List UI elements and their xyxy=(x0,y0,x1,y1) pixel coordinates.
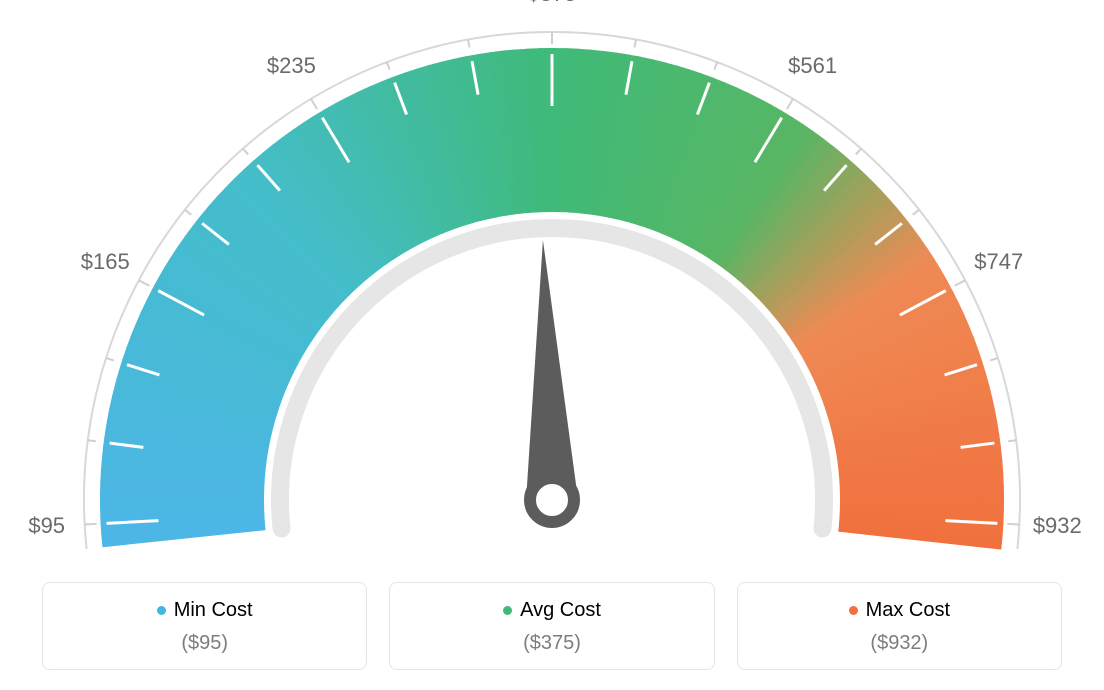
legend-label-max: Max Cost xyxy=(866,599,950,622)
legend-title-max: Max Cost xyxy=(849,599,950,622)
gauge-tick-label: $747 xyxy=(974,249,1023,275)
legend-title-min: Min Cost xyxy=(157,599,253,622)
legend-value-min: ($95) xyxy=(53,632,356,655)
legend-value-max: ($932) xyxy=(748,632,1051,655)
gauge-tick-label: $235 xyxy=(267,53,316,79)
legend-card-min: Min Cost ($95) xyxy=(42,582,367,670)
legend-dot-max xyxy=(849,606,858,615)
legend-label-min: Min Cost xyxy=(174,599,253,622)
gauge-tick-label: $932 xyxy=(1033,513,1082,539)
gauge-chart: $95 $165 $235 $375 $561 $747 $932 xyxy=(0,0,1104,560)
legend-dot-min xyxy=(157,606,166,615)
gauge-tick-label: $95 xyxy=(28,513,65,539)
legend-value-avg: ($375) xyxy=(400,632,703,655)
legend-dot-avg xyxy=(503,606,512,615)
legend-label-avg: Avg Cost xyxy=(520,599,601,622)
gauge-svg xyxy=(0,0,1104,560)
legend-card-avg: Avg Cost ($375) xyxy=(389,582,714,670)
legend: Min Cost ($95) Avg Cost ($375) Max Cost … xyxy=(42,582,1062,670)
gauge-tick-label: $165 xyxy=(81,249,130,275)
gauge-tick-label: $375 xyxy=(528,0,577,7)
legend-title-avg: Avg Cost xyxy=(503,599,601,622)
legend-card-max: Max Cost ($932) xyxy=(737,582,1062,670)
gauge-tick-label: $561 xyxy=(788,53,837,79)
